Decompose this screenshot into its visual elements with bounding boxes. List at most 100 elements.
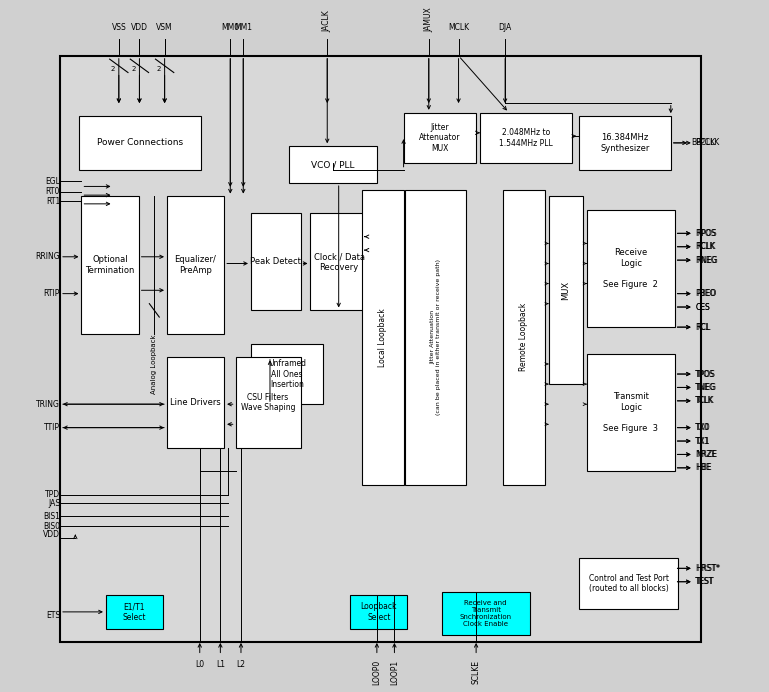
Text: VSS: VSS [112, 24, 126, 33]
Text: JACLK: JACLK [323, 10, 331, 33]
FancyBboxPatch shape [587, 210, 674, 327]
FancyBboxPatch shape [579, 116, 671, 170]
Text: TX1: TX1 [695, 437, 710, 446]
Text: RNEG: RNEG [695, 255, 717, 264]
Text: CSU Filters
Wave Shaping: CSU Filters Wave Shaping [241, 393, 295, 412]
Text: TX0: TX0 [695, 423, 710, 432]
Text: BPCLK: BPCLK [691, 138, 716, 147]
Text: Loopback
Select: Loopback Select [361, 602, 397, 621]
Text: TNEG: TNEG [695, 383, 716, 392]
Text: EGL: EGL [45, 176, 60, 185]
Text: JAMUX: JAMUX [424, 8, 433, 33]
Text: DJA: DJA [498, 24, 511, 33]
Text: LOOP0: LOOP0 [372, 660, 381, 685]
FancyBboxPatch shape [82, 197, 138, 334]
Text: L0: L0 [195, 660, 205, 669]
FancyBboxPatch shape [548, 197, 583, 384]
FancyBboxPatch shape [350, 595, 408, 628]
Text: BIS1: BIS1 [43, 511, 60, 520]
Text: RCLK: RCLK [696, 242, 715, 251]
Text: TCLK: TCLK [696, 397, 714, 406]
Text: Power Connections: Power Connections [97, 138, 183, 147]
FancyBboxPatch shape [579, 558, 678, 608]
Text: CES: CES [696, 302, 711, 311]
Text: Transmit
Logic

See Figure  3: Transmit Logic See Figure 3 [603, 392, 658, 432]
Text: VSM: VSM [156, 24, 173, 33]
FancyBboxPatch shape [167, 357, 225, 448]
Text: VCO / PLL: VCO / PLL [311, 160, 355, 169]
Text: RT0: RT0 [45, 188, 60, 197]
FancyBboxPatch shape [235, 357, 301, 448]
FancyBboxPatch shape [480, 113, 571, 163]
Text: 2: 2 [156, 66, 161, 72]
Text: NRZE: NRZE [696, 450, 717, 459]
Text: Jitter Attenuation
(can be placed in either transmit or receive path): Jitter Attenuation (can be placed in eit… [430, 260, 441, 415]
Text: Equalizer/
PreAmp: Equalizer/ PreAmp [175, 255, 217, 275]
Text: Jitter
Attenuator
MUX: Jitter Attenuator MUX [419, 123, 461, 153]
Text: LOOP1: LOOP1 [390, 660, 399, 685]
FancyBboxPatch shape [106, 595, 163, 628]
FancyBboxPatch shape [503, 190, 544, 484]
Text: MCLK: MCLK [448, 24, 469, 33]
Text: VDD: VDD [131, 24, 148, 33]
FancyBboxPatch shape [405, 190, 466, 484]
Text: Control and Test Port
(routed to all blocks): Control and Test Port (routed to all blo… [589, 574, 669, 593]
Text: TPOS: TPOS [695, 370, 715, 379]
Text: MM0: MM0 [221, 24, 239, 33]
FancyBboxPatch shape [79, 116, 201, 170]
Text: Local Loopback: Local Loopback [378, 308, 387, 367]
FancyBboxPatch shape [587, 354, 674, 471]
FancyBboxPatch shape [60, 56, 701, 642]
Text: RNEG: RNEG [696, 255, 717, 264]
Text: PBEO: PBEO [695, 289, 716, 298]
Text: TNEG: TNEG [696, 383, 717, 392]
FancyBboxPatch shape [167, 197, 225, 334]
Text: TTIP: TTIP [44, 423, 60, 432]
Text: Peak Detect: Peak Detect [250, 257, 301, 266]
Text: BIS0: BIS0 [43, 522, 60, 531]
Text: RT1: RT1 [46, 197, 60, 206]
FancyBboxPatch shape [251, 344, 324, 404]
Text: TEST: TEST [695, 577, 714, 586]
Text: TX1: TX1 [696, 437, 711, 446]
Text: MM1: MM1 [235, 24, 252, 33]
Text: TRING: TRING [36, 400, 60, 409]
Text: TX0: TX0 [696, 423, 711, 432]
FancyBboxPatch shape [404, 113, 476, 163]
Text: Unframed
All Ones
Insertion: Unframed All Ones Insertion [268, 359, 306, 389]
FancyBboxPatch shape [311, 213, 368, 311]
Text: BPCLK: BPCLK [695, 138, 720, 147]
FancyBboxPatch shape [441, 592, 530, 635]
Text: ETS: ETS [46, 611, 60, 620]
Text: HBE: HBE [695, 464, 711, 473]
Text: Clock / Data
Recovery: Clock / Data Recovery [314, 252, 365, 271]
Text: TPOS: TPOS [696, 370, 716, 379]
FancyBboxPatch shape [361, 190, 404, 484]
Text: TEST: TEST [696, 577, 714, 586]
Text: RPOS: RPOS [696, 229, 717, 238]
FancyBboxPatch shape [251, 213, 301, 311]
Text: TCLK: TCLK [695, 397, 714, 406]
Text: RCL: RCL [695, 322, 710, 331]
Text: 2: 2 [111, 66, 115, 72]
Text: Receive
Logic

See Figure  2: Receive Logic See Figure 2 [603, 248, 658, 289]
Text: 2.048MHz to
1.544MHz PLL: 2.048MHz to 1.544MHz PLL [499, 128, 553, 147]
Text: PBEO: PBEO [696, 289, 717, 298]
Text: RPOS: RPOS [695, 229, 716, 238]
Text: HRST*: HRST* [695, 564, 720, 573]
Text: RCLK: RCLK [695, 242, 714, 251]
Text: VDD: VDD [43, 530, 60, 539]
Text: CES: CES [695, 302, 710, 311]
Text: RRING: RRING [35, 253, 60, 262]
Text: RTIP: RTIP [44, 289, 60, 298]
Text: MUX: MUX [561, 281, 571, 300]
Text: Optional
Termination: Optional Termination [85, 255, 135, 275]
Text: L2: L2 [237, 660, 245, 669]
Text: E1/T1
Select: E1/T1 Select [123, 602, 146, 621]
Text: JAS: JAS [48, 499, 60, 508]
Text: 16.384MHz
Synthesizer: 16.384MHz Synthesizer [601, 133, 650, 152]
Text: Remote Loopback: Remote Loopback [519, 303, 528, 372]
Text: SCLKE: SCLKE [471, 660, 481, 684]
Text: NRZE: NRZE [695, 450, 717, 459]
Text: Receive and
Transmit
Snchronization
Clock Enable: Receive and Transmit Snchronization Cloc… [460, 600, 511, 627]
